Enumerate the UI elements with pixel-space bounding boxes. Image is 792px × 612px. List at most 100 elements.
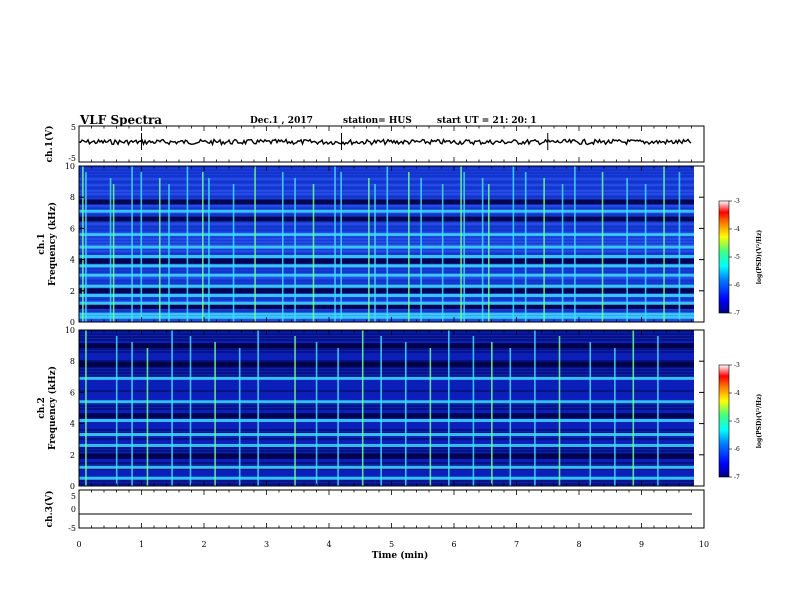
spectrogram-texture-row — [79, 411, 694, 413]
spectrogram-spike — [460, 166, 462, 322]
ch2-colorbar: -3 -4 -5 -6 -7 log(PSD)(V²/Hz) — [718, 362, 763, 481]
x-tick-label: 4 — [326, 540, 331, 549]
ch1-colorbar: -3 -4 -5 -6 -7 log(PSD)(V²/Hz) — [718, 198, 763, 317]
spectrogram-ytick-label: 8 — [70, 193, 75, 202]
x-tick-label: 7 — [514, 540, 519, 549]
spectrogram-spike — [82, 166, 84, 322]
start-time-label: start UT = 21: 20: 1 — [437, 116, 537, 126]
spectrogram-spike — [146, 348, 149, 486]
spectrogram-spike — [171, 330, 173, 486]
ch3-waveform-panel: 5 0 -5 ch.3(V) — [44, 489, 705, 533]
spectrogram-spike — [429, 348, 432, 486]
ch1-spectrogram-ylabel-ch: ch.1 — [37, 233, 47, 254]
spectrogram-ytick-label: 10 — [65, 162, 75, 171]
colorbar-tick-label: -7 — [734, 474, 740, 481]
spectrogram-spike — [334, 166, 336, 322]
spectrogram-spike — [115, 336, 118, 486]
spectrogram-spike — [214, 342, 216, 486]
ch3-ytick-top: 5 — [71, 492, 76, 501]
spectrogram-texture-row — [79, 336, 694, 338]
spectrogram-spike — [85, 330, 87, 486]
spectrogram-spike — [361, 330, 364, 486]
spectrogram-texture-row — [79, 480, 694, 482]
spectrogram-texture-row — [79, 390, 694, 392]
x-tick-label: 2 — [201, 540, 206, 549]
spectrogram-spike — [463, 172, 465, 322]
spectrogram-texture-row — [79, 429, 694, 431]
spectrogram-spike — [614, 348, 616, 486]
spectrogram-spike — [512, 166, 515, 322]
ch1-colorbar-gradient — [718, 200, 730, 314]
spectrogram-texture-row — [79, 474, 694, 476]
spectrogram-spike — [257, 330, 259, 486]
spectrogram-spike — [140, 172, 143, 322]
spectrogram-texture-row — [79, 342, 694, 344]
spectrogram-texture-row — [79, 339, 694, 341]
x-axis-label: Time (min) — [372, 550, 429, 561]
spectrogram-ytick-label: 2 — [70, 287, 75, 296]
spectrogram-ytick-label: 8 — [70, 357, 75, 366]
x-tick-label: 0 — [76, 540, 81, 549]
spectrogram-spike — [509, 348, 512, 486]
ch2-colorbar-label: log(PSD)(V²/Hz) — [756, 394, 763, 449]
spectrogram-spike — [85, 172, 87, 322]
spectrogram-spike — [441, 184, 444, 322]
station-label: station= HUS — [343, 116, 412, 126]
spectrogram-spike — [374, 184, 376, 322]
spectrogram-bright-band — [79, 465, 694, 469]
spectrogram-texture-row — [79, 387, 694, 389]
spectrogram-texture-row — [79, 348, 694, 350]
spectrogram-texture-row — [79, 333, 694, 335]
spectrogram-spike — [186, 166, 189, 322]
spectrogram-spike — [644, 184, 647, 322]
spectrogram-spike — [589, 342, 592, 486]
spectrogram-texture-row — [79, 354, 694, 356]
spectrogram-spike — [189, 336, 192, 486]
spectrogram-texture-row — [79, 450, 694, 452]
spectrogram-spike — [534, 330, 536, 486]
ch1-waveform-frame — [78, 125, 705, 163]
spectrogram-spike — [626, 178, 628, 322]
chart-title: VLF Spectra — [80, 113, 163, 127]
spectrogram-spike — [524, 172, 527, 322]
spectrogram-bright-band — [79, 433, 694, 437]
spectrogram-texture-row — [79, 384, 694, 386]
ch1-spectrogram-image — [79, 166, 694, 322]
colorbar-tick-label: -6 — [734, 282, 740, 289]
spectrogram-texture-row — [79, 360, 694, 362]
ch3-ytick-mid: 0 — [71, 505, 76, 514]
ch2-spectrogram-image — [79, 330, 694, 486]
ch1-waveform-trace — [78, 137, 692, 147]
spectrogram-spike — [491, 342, 493, 486]
spectrogram-spike — [315, 342, 318, 486]
colorbar-tick-label: -4 — [734, 226, 740, 233]
ch1-waveform-panel: 5 -5 ch.1(V) — [44, 123, 705, 163]
spectrogram-spike — [109, 178, 112, 322]
spectrogram-spike — [663, 166, 665, 322]
spectrogram-texture-row — [79, 381, 694, 383]
spectrogram-spike — [312, 184, 315, 322]
spectrogram-spike — [168, 184, 170, 322]
ch1-spectrogram-ylabel-freq: Frequency (kHz) — [47, 202, 58, 286]
spectrogram-ytick-label: 6 — [70, 224, 75, 233]
spectrogram-ytick-label: 2 — [70, 451, 75, 460]
spectrogram-texture-row — [79, 447, 694, 449]
ch3-ytick-bottom: -5 — [68, 524, 76, 533]
x-tick-label: 1 — [139, 540, 144, 549]
spectrogram-texture-row — [79, 483, 694, 485]
spectrogram-spike — [561, 184, 564, 322]
spectrogram-spike — [404, 342, 407, 486]
spectrogram-texture-row — [79, 432, 694, 434]
ch2-colorbar-gradient — [718, 364, 730, 478]
spectrogram-texture-row — [79, 468, 694, 470]
colorbar-tick-label: -7 — [734, 310, 740, 317]
spectrogram-spike — [131, 342, 133, 486]
spectrogram-spike — [657, 336, 659, 486]
spectrogram-spike — [112, 184, 115, 322]
spectrogram-texture-row — [79, 399, 694, 401]
spectrogram-ytick-label: 0 — [70, 482, 75, 491]
spectrogram-spike — [232, 184, 235, 322]
spectrogram-texture-row — [79, 423, 694, 425]
ch3-waveform-frame — [78, 489, 705, 529]
